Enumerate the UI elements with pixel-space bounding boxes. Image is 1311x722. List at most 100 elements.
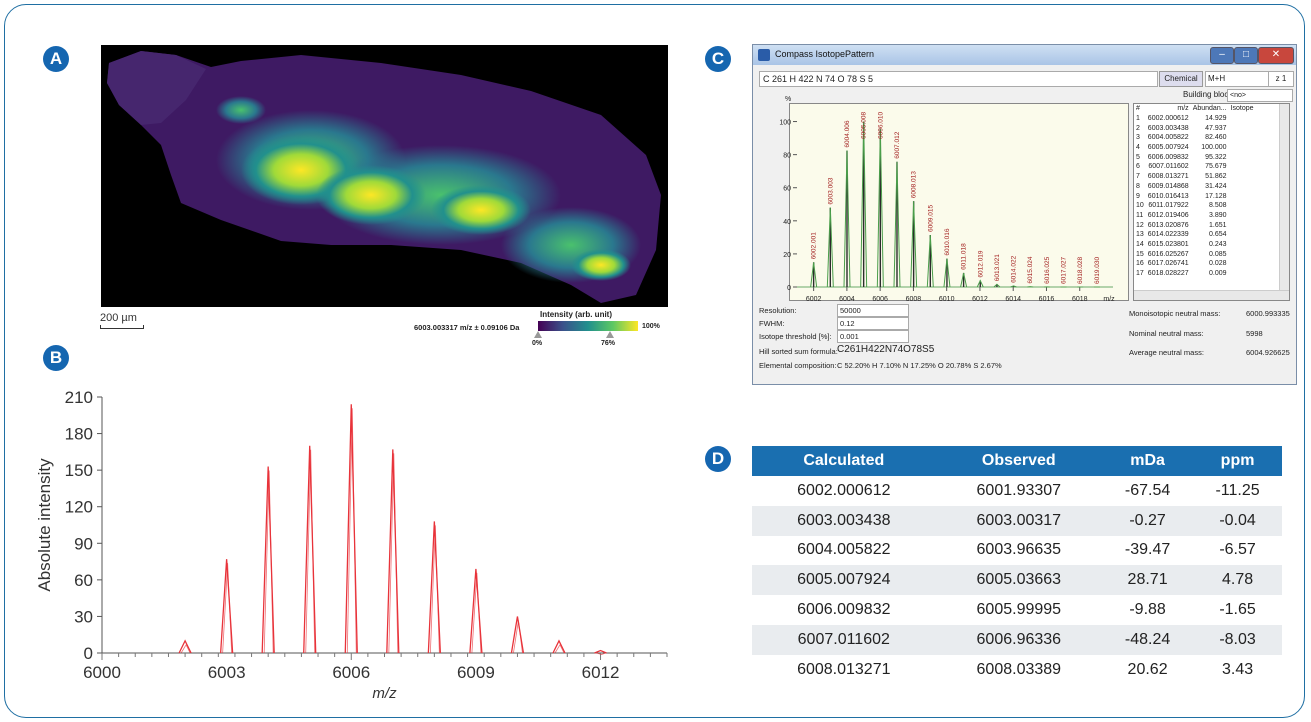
table-cell: 6005.007924: [752, 565, 936, 596]
table-cell: 20.62: [1127, 660, 1168, 678]
peak-list-row[interactable]: 16 6017.026741 0.028: [1134, 259, 1256, 269]
iso-x-tick-label: 6006: [872, 296, 888, 303]
threshold-input[interactable]: 0.001: [837, 330, 909, 343]
hill-formula-label: Hill sorted sum formula:: [759, 347, 838, 356]
peak-list-row[interactable]: 6 6007.011602 75.679: [1134, 162, 1256, 172]
isotope-stick-label: 6017.027: [1061, 256, 1068, 283]
fwhm-input[interactable]: 0.12: [837, 317, 909, 330]
header-observed: Observed: [935, 446, 1103, 476]
iso-x-tick-label: 6018: [1072, 296, 1088, 303]
figure-frame: [4, 4, 1305, 718]
peak-list-row[interactable]: 13 6014.022339 0.654: [1134, 230, 1256, 240]
peak-list-cell: 17: [1136, 270, 1144, 278]
table-row: 6005.007924 6005.03663 28.71 4.78: [752, 565, 1282, 596]
resolution-input[interactable]: 50000: [837, 304, 909, 317]
peak-list-cell: 6018.028227: [1147, 270, 1189, 278]
panel-label-b: B: [43, 345, 69, 371]
peak-list-cell: 3: [1136, 134, 1140, 142]
peak-list-cell: 5: [1136, 153, 1140, 161]
peak-list-cell: 3.890: [1209, 211, 1227, 219]
minimize-button[interactable]: –: [1210, 47, 1234, 64]
table-cell: 6004.005822: [797, 541, 891, 559]
x-tick-label: 6006: [332, 663, 370, 682]
peak-list-cell: [1229, 211, 1256, 221]
peak-list-cell: 4: [1136, 144, 1140, 152]
table-header-row: Calculated Observed mDa ppm: [752, 446, 1282, 476]
y-tick-label: 0: [84, 644, 93, 663]
peak-list-cell: [1229, 230, 1256, 240]
peak-list-cell: [1229, 143, 1256, 153]
isotope-stick-label: 6007.012: [894, 131, 901, 158]
table-cell: 6006.96336: [935, 624, 1103, 655]
vertical-scrollbar[interactable]: [1279, 104, 1289, 290]
iso-y-tick-label: 0: [787, 285, 791, 292]
peak-list-row[interactable]: 9 6010.016413 17.128: [1134, 191, 1256, 201]
spectrum-peak: [552, 639, 566, 654]
peak-list-cell: [1229, 114, 1256, 124]
iso-x-tick-label: 6016: [1039, 296, 1055, 303]
peak-list-cell: 6016.025267: [1147, 250, 1189, 258]
horizontal-scrollbar[interactable]: [1134, 290, 1289, 300]
isotope-stick-label: 6004.006: [844, 120, 851, 147]
chemical-button[interactable]: Chemical: [1159, 71, 1203, 87]
adduct-select[interactable]: M+H: [1205, 71, 1269, 87]
peak-list-cell: 0.243: [1209, 240, 1227, 248]
peak-list-table: # m/z Abundan... Isotope 1 6002.000612 14.929…: [1134, 104, 1256, 278]
peak-list-cell: 11: [1136, 211, 1144, 219]
isotope-stick-label: 6018.028: [1077, 256, 1084, 283]
maximize-button[interactable]: □: [1234, 47, 1258, 64]
peak-list-row[interactable]: 2 6003.003438 47.937: [1134, 123, 1256, 133]
peak-list-row[interactable]: 14 6015.023801 0.243: [1134, 240, 1256, 250]
isotope-profile: [993, 283, 1001, 288]
peak-list-row[interactable]: 15 6016.025267 0.085: [1134, 249, 1256, 259]
peak-list-cell: 14: [1136, 240, 1144, 248]
iso-x-axis-label: m/z: [1103, 296, 1115, 303]
spectrum-peak: [178, 639, 192, 654]
x-tick-label: 6012: [582, 663, 620, 682]
peak-list-row[interactable]: 12 6013.020876 1.651: [1134, 220, 1256, 230]
peak-list-row[interactable]: 8 6009.014868 31.424: [1134, 182, 1256, 192]
table-cell: -67.54: [1124, 481, 1171, 499]
charge-stepper[interactable]: z 1: [1268, 71, 1294, 87]
peak-list-row[interactable]: 10 6011.017922 8.508: [1134, 201, 1256, 211]
peak-list-column-header[interactable]: Abundan...: [1192, 105, 1227, 113]
peak-list[interactable]: # m/z Abundan... Isotope 1 6002.000612 14.929…: [1133, 103, 1290, 301]
peak-list-cell: [1229, 220, 1256, 230]
close-button[interactable]: ✕: [1258, 47, 1294, 64]
x-tick-label: 6000: [83, 663, 121, 682]
peak-list-cell: 0.654: [1209, 231, 1227, 239]
y-tick-label: 150: [65, 461, 93, 480]
peak-list-column-header[interactable]: #: [1136, 105, 1140, 113]
peak-list-row[interactable]: 4 6005.007924 100.000: [1134, 143, 1256, 153]
peak-list-column-header[interactable]: Isotope: [1230, 105, 1254, 113]
window-title: Compass IsotopePattern: [775, 49, 875, 59]
peak-list-row[interactable]: 17 6018.028227 0.009: [1134, 269, 1256, 279]
spectrum-peak-shoulder: [305, 449, 316, 654]
peak-list-column-header[interactable]: m/z: [1177, 105, 1189, 113]
spectrum-peak: [510, 616, 525, 654]
y-tick-label: 180: [65, 425, 93, 444]
peak-list-row[interactable]: 11 6012.019406 3.890: [1134, 211, 1256, 221]
peak-list-row[interactable]: 7 6008.013271 51.862: [1134, 172, 1256, 182]
peak-list-cell: 51.862: [1205, 173, 1227, 181]
isotope-stick-label: 6002.001: [811, 232, 818, 259]
formula-input[interactable]: C 261 H 422 N 74 O 78 S 5: [759, 71, 1158, 87]
threshold-label: Isotope threshold [%]:: [759, 332, 832, 341]
elemental-value: C 52.20% H 7.10% N 17.25% O 20.78% S 2.6…: [837, 361, 1002, 370]
scale-bar: [100, 325, 144, 329]
peak-list-cell: [1229, 162, 1256, 172]
average-mass-label: Average neutral mass:: [1129, 348, 1204, 357]
table-cell: 6006.009832: [797, 601, 891, 619]
iso-y-tick-label: 20: [783, 252, 791, 259]
header-mda: mDa: [1102, 446, 1194, 476]
peak-list-row[interactable]: 3 6004.005822 82.460: [1134, 133, 1256, 143]
peak-list-row[interactable]: 1 6002.000612 14.929: [1134, 114, 1256, 124]
peak-list-row[interactable]: 5 6006.009832 95.322: [1134, 152, 1256, 162]
building-block-select[interactable]: <no>: [1227, 89, 1293, 102]
table-cell: 6005.03663: [935, 565, 1103, 596]
table-cell: -8.03: [1193, 624, 1282, 655]
table-cell: 6001.93307: [976, 481, 1062, 499]
table-cell: -39.47: [1124, 541, 1171, 559]
isotope-stick-label: 6009.015: [927, 205, 934, 232]
peak-list-cell: 6012.019406: [1147, 211, 1189, 219]
